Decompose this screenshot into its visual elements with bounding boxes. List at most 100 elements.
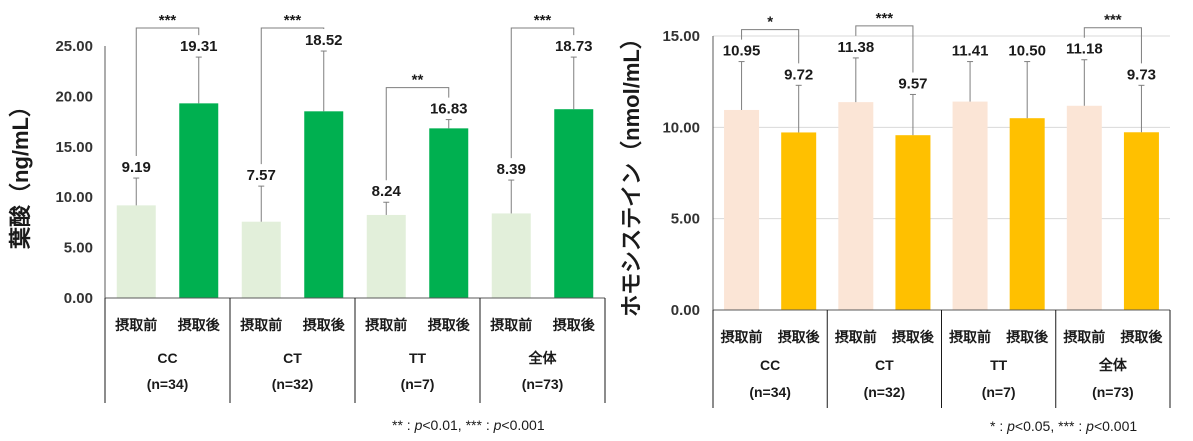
folate-y-tick-label: 0.00 xyxy=(64,290,93,307)
homocysteine-group-n-label: (n=32) xyxy=(864,384,906,400)
homocysteine-data-label: 11.41 xyxy=(952,43,989,60)
folate-data-label: 7.57 xyxy=(247,167,276,184)
folate-data-label: 9.19 xyxy=(122,159,151,176)
folate-bar xyxy=(429,128,469,298)
footnote-part: * : xyxy=(990,418,1008,434)
folate-y-tick-label: 5.00 xyxy=(64,240,93,257)
homocysteine-category-label: 摂取後 xyxy=(1006,329,1049,345)
folate-y-axis-title: 葉酸（ng/mL） xyxy=(8,95,33,250)
homocysteine-data-label: 10.50 xyxy=(1008,43,1046,60)
homocysteine-y-axis-title: ホモシステイン（nmol/mL） xyxy=(619,27,644,317)
homocysteine-group-label: CC xyxy=(760,357,780,373)
homocysteine-bar xyxy=(724,109,760,310)
folate-category-label: 摂取前 xyxy=(490,317,532,333)
folate-y-tick-label: 20.00 xyxy=(55,88,93,105)
homocysteine-group-n-label: (n=73) xyxy=(1092,384,1134,400)
folate-bar xyxy=(491,213,531,298)
folate-significance-bracket xyxy=(260,27,325,165)
folate-bar xyxy=(179,103,219,299)
folate-group-n-label: (n=34) xyxy=(147,376,189,392)
folate-significance-bracket xyxy=(385,87,450,181)
footnote-part: p xyxy=(1086,418,1094,434)
folate-group-n-label: (n=73) xyxy=(522,376,564,392)
homocysteine-y-tick-label: 5.00 xyxy=(671,211,700,228)
homocysteine-data-label: 9.57 xyxy=(898,75,927,92)
folate-bar xyxy=(366,214,406,298)
footnote-homocysteine: * : p<0.05, *** : p<0.001 xyxy=(990,418,1137,434)
homocysteine-category-label: 摂取後 xyxy=(892,329,935,345)
folate-category-label: 摂取後 xyxy=(428,317,471,333)
homocysteine-y-tick-label: 0.00 xyxy=(671,302,700,319)
homocysteine-bar xyxy=(952,101,988,310)
homocysteine-group-n-label: (n=7) xyxy=(982,384,1016,400)
homocysteine-data-label: 11.18 xyxy=(1066,41,1103,58)
folate-category-label: 摂取後 xyxy=(303,317,346,333)
folate-category-label: 摂取後 xyxy=(178,317,221,333)
folate-bar xyxy=(554,109,594,298)
folate-data-label: 8.24 xyxy=(372,183,402,200)
folate-significance-label: *** xyxy=(284,12,302,29)
folate-group-n-label: (n=7) xyxy=(401,376,435,392)
homocysteine-category-label: 摂取後 xyxy=(1120,329,1163,345)
folate-data-label: 16.83 xyxy=(430,101,468,118)
folate-category-label: 摂取前 xyxy=(115,317,157,333)
homocysteine-bar xyxy=(1123,132,1159,310)
homocysteine-category-label: 摂取前 xyxy=(721,329,763,345)
folate-significance-bracket xyxy=(135,27,200,157)
homocysteine-bar xyxy=(1009,118,1045,310)
folate-group-label: 全体 xyxy=(528,350,558,366)
folate-category-label: 摂取後 xyxy=(553,317,596,333)
footnote-part: p xyxy=(493,417,502,433)
folate-bar xyxy=(304,111,344,299)
folate-group-label: CT xyxy=(283,350,302,366)
homocysteine-significance-bracket xyxy=(855,25,914,73)
homocysteine-data-label: 11.38 xyxy=(837,39,874,56)
homocysteine-bar xyxy=(838,102,874,310)
folate-category-label: 摂取前 xyxy=(365,317,407,333)
homocysteine-y-tick-label: 10.00 xyxy=(662,119,700,136)
folate-significance-bracket xyxy=(510,27,575,159)
homocysteine-category-label: 摂取前 xyxy=(949,329,991,345)
folate-data-label: 18.52 xyxy=(305,32,343,49)
footnote-part: ** : xyxy=(392,417,415,433)
footnote-part: <0.01, *** : xyxy=(422,417,494,433)
footnote-part: p xyxy=(414,417,423,433)
homocysteine-category-label: 摂取前 xyxy=(1063,329,1105,345)
homocysteine-group-label: 全体 xyxy=(1098,357,1128,373)
homocysteine-significance-label: *** xyxy=(1104,12,1122,29)
homocysteine-bar xyxy=(781,132,817,310)
homocysteine-group-label: CT xyxy=(875,357,894,373)
folate-y-tick-label: 25.00 xyxy=(55,38,93,55)
homocysteine-data-label: 9.73 xyxy=(1127,66,1156,83)
homocysteine-group-label: TT xyxy=(990,357,1008,373)
footnote-part: <0.001 xyxy=(1093,418,1138,434)
homocysteine-data-label: 10.95 xyxy=(723,43,761,60)
folate-bar xyxy=(241,221,281,298)
folate-significance-label: *** xyxy=(159,12,177,29)
folate-significance-label: ** xyxy=(412,72,424,89)
folate-significance-label: *** xyxy=(534,12,552,29)
homocysteine-category-label: 摂取後 xyxy=(778,329,821,345)
folate-data-label: 18.73 xyxy=(555,38,593,55)
folate-y-tick-label: 10.00 xyxy=(55,189,93,206)
folate-group-n-label: (n=32) xyxy=(272,376,314,392)
homocysteine-bar xyxy=(1066,105,1102,311)
homocysteine-bar xyxy=(895,135,931,310)
folate-data-label: 19.31 xyxy=(180,38,218,55)
homocysteine-y-tick-label: 15.00 xyxy=(662,28,700,45)
folate-y-tick-label: 15.00 xyxy=(55,139,93,156)
homocysteine-data-label: 9.72 xyxy=(784,66,813,83)
footnote-part: p xyxy=(1007,418,1015,434)
homocysteine-group-n-label: (n=34) xyxy=(749,384,791,400)
footnote-folate: ** : p<0.01, *** : p<0.001 xyxy=(392,417,545,433)
homocysteine-significance-label: * xyxy=(767,14,773,31)
folate-data-label: 8.39 xyxy=(497,161,526,178)
homocysteine-significance-bracket xyxy=(741,29,800,64)
folate-group-label: CC xyxy=(157,350,177,366)
homocysteine-significance-label: *** xyxy=(876,10,894,27)
folate-bar xyxy=(116,205,156,298)
homocysteine-category-label: 摂取前 xyxy=(835,329,877,345)
homocysteine-significance-bracket xyxy=(1083,27,1142,64)
folate-category-label: 摂取前 xyxy=(240,317,282,333)
